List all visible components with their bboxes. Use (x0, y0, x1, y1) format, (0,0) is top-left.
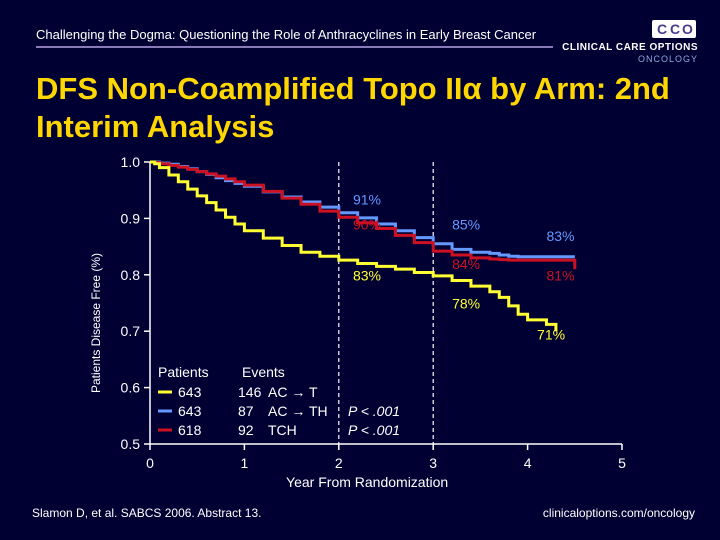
data-label-2: 83% (353, 267, 381, 283)
data-label-3: 85% (452, 217, 480, 233)
legend-events-1: 87 (238, 403, 254, 419)
chart-ticks: 0.5 0.6 0.7 0.8 0.9 1.0 0 1 2 3 4 5 (121, 154, 627, 471)
logo-subtitle: ONCOLOGY (637, 54, 698, 64)
data-label-1: 90% (353, 217, 381, 233)
data-label-5: 78% (452, 296, 480, 312)
logo-letter-1: C (657, 21, 668, 37)
legend-patients-0: 643 (178, 384, 202, 400)
legend-patients-header: Patients (158, 364, 209, 380)
y-tick-label-2: 0.7 (121, 323, 141, 339)
series-line-0 (150, 160, 575, 259)
chart-legend: Patients Events 643 146 AC → T 643 87 AC → TH… (158, 364, 400, 438)
logo-letter-3: O (682, 21, 693, 37)
citation: Slamon D, et al. SABCS 2006. Abstract 13… (32, 506, 262, 520)
chart-reference-lines (338, 162, 434, 444)
y-axis-label: Patients Disease Free (%) (89, 253, 103, 393)
x-tick-label-1: 1 (241, 455, 249, 471)
cco-logo-icon: C C O (652, 20, 696, 38)
x-tick-label-5: 5 (618, 455, 626, 471)
legend-patients-1: 643 (178, 403, 202, 419)
logo-name: CLINICAL CARE OPTIONS (562, 42, 698, 53)
y-tick-label-3: 0.8 (121, 267, 141, 283)
legend-events-header: Events (242, 364, 285, 380)
x-axis-label: Year From Randomization (286, 474, 448, 490)
header-title: Challenging the Dogma: Questioning the R… (36, 27, 537, 42)
data-label-6: 83% (546, 228, 574, 244)
y-tick-label-0: 0.5 (121, 436, 141, 452)
legend-p-value-1: P < .001 (348, 403, 400, 419)
y-tick-label-4: 0.9 (121, 210, 141, 226)
data-label-7: 81% (546, 267, 574, 283)
chart-axes (149, 162, 622, 445)
legend-arm-2: TCH (268, 422, 297, 438)
legend-arm-1: AC → TH (268, 403, 328, 419)
legend-events-2: 92 (238, 422, 254, 438)
x-tick-label-0: 0 (146, 455, 154, 471)
data-label-4: 84% (452, 256, 480, 272)
series-line-1 (150, 160, 577, 270)
x-tick-label-3: 3 (429, 455, 437, 471)
x-tick-label-2: 2 (335, 455, 343, 471)
data-label-0: 91% (353, 191, 381, 207)
legend-patients-2: 618 (178, 422, 202, 438)
website-link[interactable]: clinicaloptions.com/oncology (542, 506, 695, 520)
y-tick-label-5: 1.0 (121, 154, 141, 170)
legend-arm-0: AC → T (268, 384, 318, 400)
series-line-2 (150, 160, 558, 332)
data-label-8: 71% (537, 327, 565, 343)
legend-p-value-2: P < .001 (348, 422, 400, 438)
chart-annotations: 91% 90% 83% 85% 84% 78% 83% 81% 71% (353, 191, 575, 342)
chart-series (150, 160, 577, 332)
header-divider (36, 46, 553, 48)
x-tick-label-4: 4 (524, 455, 532, 471)
legend-events-0: 146 (238, 384, 262, 400)
y-tick-label-1: 0.6 (121, 380, 141, 396)
logo-letter-2: C (670, 21, 681, 37)
slide-title: DFS Non-Coamplified Topo IIα by Arm: 2nd… (36, 71, 670, 144)
